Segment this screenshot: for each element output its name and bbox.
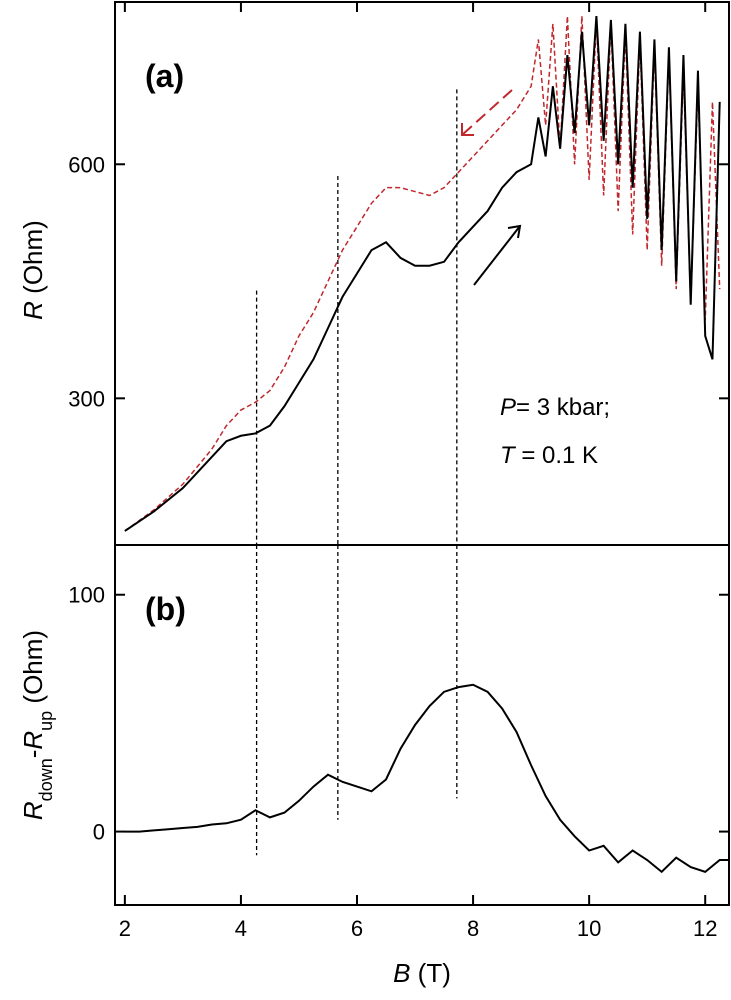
x-tick-label: 6 xyxy=(351,916,363,941)
y-axis-label: R (Ohm) xyxy=(18,220,48,320)
y-tick-label: 0 xyxy=(93,820,105,845)
label-part: = 0.1 K xyxy=(515,442,598,469)
label-part: down xyxy=(36,758,56,801)
panel-label: (b) xyxy=(145,591,186,627)
annotation: P= 3 kbar; xyxy=(500,394,610,421)
x-tick-label: 12 xyxy=(693,916,717,941)
data-line xyxy=(124,683,729,874)
y-tick-label: 600 xyxy=(68,152,105,177)
label-part: - xyxy=(18,750,48,759)
arrow-down xyxy=(461,89,513,136)
label-part: T xyxy=(500,442,517,469)
label-part: B xyxy=(393,958,410,988)
arrow-up xyxy=(473,224,522,286)
label-part: up xyxy=(36,711,56,731)
label-part: P xyxy=(500,394,516,421)
label-part: (Ohm) xyxy=(18,630,48,711)
frame xyxy=(114,1,730,906)
y-tick-label: 300 xyxy=(68,386,105,411)
label-part: R xyxy=(18,301,48,320)
label-part: = 3 kbar; xyxy=(516,394,610,421)
label-part: (T) xyxy=(410,958,450,988)
x-axis-label: B (T) xyxy=(393,958,451,988)
x-tick-label: 2 xyxy=(119,916,131,941)
x-tick-label: 8 xyxy=(467,916,479,941)
y-axis-label: Rdown-Rup (Ohm) xyxy=(18,630,56,820)
y-tick-label: 100 xyxy=(68,583,105,608)
x-tick-label: 4 xyxy=(235,916,247,941)
x-tick-label: 10 xyxy=(577,916,601,941)
annotation: T = 0.1 K xyxy=(500,442,598,469)
label-part: R xyxy=(18,801,48,820)
arrow-head xyxy=(461,123,474,136)
label-part: R xyxy=(18,731,48,750)
panel-label: (a) xyxy=(145,58,184,94)
label-part: (Ohm) xyxy=(18,220,48,301)
data-line xyxy=(124,16,721,532)
data-line xyxy=(124,15,721,532)
